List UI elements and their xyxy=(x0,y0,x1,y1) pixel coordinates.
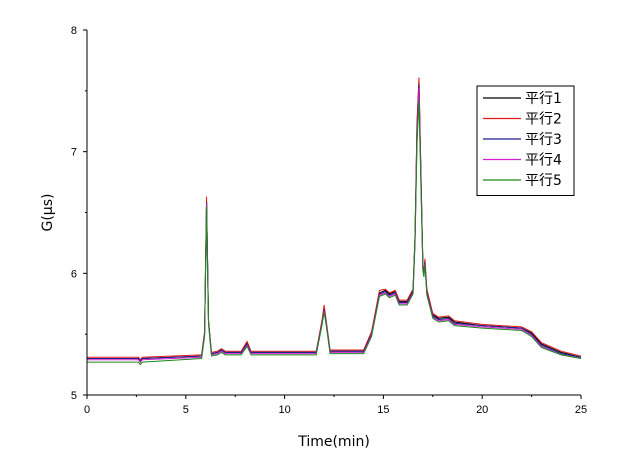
legend-label-5: 平行5 xyxy=(525,173,562,189)
x-tick-label: 15 xyxy=(377,404,389,416)
legend-box xyxy=(476,85,575,196)
legend-items: 平行1 平行2 平行3 平行4 平行5 xyxy=(483,91,562,189)
legend-label-3: 平行3 xyxy=(525,132,562,148)
x-tick-label: 20 xyxy=(476,404,488,416)
axes-layer xyxy=(86,30,581,396)
y-tick-label: 8 xyxy=(71,25,77,37)
x-tick-label: 5 xyxy=(183,404,189,416)
y-tick-label: 7 xyxy=(71,147,77,159)
legend-label-4: 平行4 xyxy=(525,153,562,169)
y-tick-label: 5 xyxy=(71,390,77,402)
x-tick-label: 0 xyxy=(84,404,90,416)
x-tick-label: 10 xyxy=(278,404,290,416)
x-tick-label: 25 xyxy=(575,404,587,416)
x-axis-label: Time(min) xyxy=(297,434,370,450)
legend-label-1: 平行1 xyxy=(525,91,562,107)
y-axis-label: G(µs) xyxy=(40,194,56,232)
y-tick-label: 6 xyxy=(71,268,77,280)
series-layer xyxy=(87,77,582,366)
series-line-5 xyxy=(87,100,582,366)
legend: 平行1 平行2 平行3 平行4 平行5 xyxy=(476,85,575,196)
legend-label-2: 平行2 xyxy=(525,112,562,128)
